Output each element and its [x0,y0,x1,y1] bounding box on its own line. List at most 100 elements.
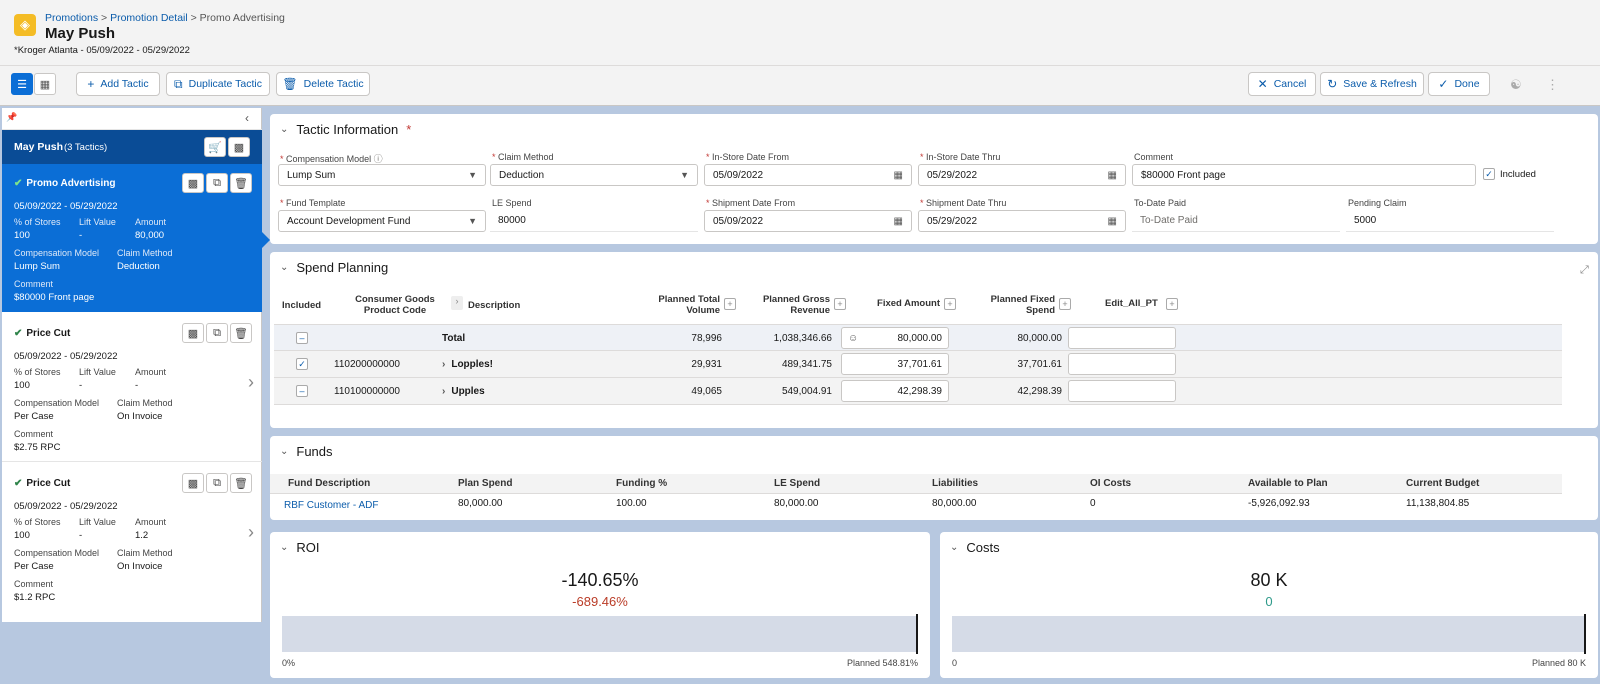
copy-icon[interactable]: ⧉ [206,473,228,493]
chevron-right-icon[interactable]: › [442,359,446,370]
funds-header[interactable]: ⌄ Funds [280,444,333,459]
fixed-amount-cell[interactable]: 37,701.61 [841,353,949,375]
chevron-right-icon[interactable]: › [248,522,254,542]
row-checkbox[interactable]: – [296,332,308,344]
chart-icon[interactable]: ▩ [182,473,204,493]
list-view-toggle[interactable]: ☰ [11,73,33,95]
spend-planning-header[interactable]: ⌄ Spend Planning [280,260,388,275]
section-title: Costs [966,540,1000,555]
cart-icon[interactable]: 🛒 [204,137,226,157]
add-column-icon[interactable]: + [834,298,846,310]
trash-icon[interactable]: 🗑 [230,473,252,493]
fixed-amount-cell[interactable]: ☺ 80,000.00 [841,327,949,349]
tactic-information-header[interactable]: ⌄ Tactic Information * [280,122,411,137]
copy-icon[interactable]: ⧉ [206,323,228,343]
todate-paid-input[interactable]: To-Date Paid [1132,210,1340,232]
stores-value: 100 [14,230,30,241]
copy-icon[interactable]: ⧉ [206,173,228,193]
trash-icon[interactable]: 🗑 [230,323,252,343]
row-fixed-spend: 42,298.39 [1017,386,1063,397]
spend-planning-section: ⌄ Spend Planning ⤢ Included Consumer Good… [270,252,1598,428]
fixed-amount-cell[interactable]: 42,298.39 [841,380,949,402]
delete-tactic-button[interactable]: 🗑 Delete Tactic [276,72,370,96]
add-column-icon[interactable]: + [1166,298,1178,310]
row-checkbox[interactable]: – [296,385,308,397]
chevron-right-icon[interactable]: › [442,386,446,397]
lift-value: - [79,530,83,541]
fund-template-label: Fund Template [286,198,346,208]
costs-header[interactable]: ⌄ Costs [950,540,1000,555]
calendar-icon[interactable]: ▦ [893,169,903,181]
breadcrumb-promotion-detail[interactable]: Promotion Detail [110,12,188,24]
info-icon[interactable]: ⓘ [373,154,383,164]
add-column-icon[interactable]: + [944,298,956,310]
promotion-name: May Push [14,141,64,153]
save-refresh-button[interactable]: ↻ Save & Refresh [1320,72,1424,96]
trash-icon[interactable]: 🗑 [230,173,252,193]
included-checkbox[interactable]: ✓ [1483,168,1495,180]
add-column-icon[interactable]: + [724,298,736,310]
chart-bars-icon[interactable]: ▩ [228,137,250,157]
comment-input[interactable]: $80000 Front page [1132,164,1476,186]
chart-icon[interactable]: ▩ [182,173,204,193]
col-product-code-line2: Product Code [363,305,427,316]
more-options-icon[interactable]: ⋮ [1546,77,1559,92]
chevron-right-icon[interactable]: › [248,372,254,392]
claim-value: Deduction [117,261,160,272]
instore-from-input[interactable]: 05/09/2022 ▦ [704,164,912,186]
comp-value: Lump Sum [14,261,60,272]
fixed-amount-value: 80,000.00 [897,332,943,344]
pending-claim-input[interactable]: 5000 [1346,210,1554,232]
add-tactic-button[interactable]: + Add Tactic [76,72,160,96]
done-button[interactable]: ✓ Done [1428,72,1490,96]
costs-section: ⌄ Costs 80 K 0 0 Planned 80 K [940,532,1598,678]
expand-icon[interactable]: ⤢ [1580,264,1589,276]
add-column-icon[interactable]: + [1059,298,1071,310]
expand-column-icon[interactable]: › [451,296,463,310]
roi-planned-label: Planned 548.81% [846,658,918,668]
chevron-down-icon: ⌄ [950,542,959,553]
check-circle-icon: ✔ [14,178,23,189]
instore-thru-input[interactable]: 05/29/2022 ▦ [918,164,1126,186]
chart-icon[interactable]: ▩ [182,323,204,343]
col-edit-all: Edit_All_PT [1105,298,1158,309]
claim-value: On Invoice [117,411,163,422]
tactic-information-section: ⌄ Tactic Information * * Compensation Mode… [270,114,1598,244]
roi-section: ⌄ ROI -140.65% -689.46% 0% Planned 548.81… [270,532,930,678]
tactic-name: Promo Advertising [26,178,116,189]
edit-all-cell[interactable] [1068,327,1176,349]
edit-all-cell[interactable] [1068,353,1176,375]
fund-template-select[interactable]: Account Development Fund ▼ [278,210,486,232]
handshake-icon[interactable]: ☯ [1510,77,1522,92]
pin-icon[interactable]: 📌 [6,112,18,122]
collapse-icon[interactable]: ‹ [245,111,249,125]
page-title: May Push [45,25,116,42]
ship-from-input[interactable]: 05/09/2022 ▦ [704,210,912,232]
calendar-icon[interactable]: ▦ [1107,169,1117,181]
col-liabilities: Liabilities [932,478,979,489]
breadcrumb-promotions[interactable]: Promotions [45,12,99,24]
copy-icon: ⧉ [174,76,183,91]
roi-header[interactable]: ⌄ ROI [280,540,320,555]
fund-link[interactable]: RBF Customer - ADF [284,500,379,511]
section-title: Spend Planning [296,260,389,275]
tactic-card[interactable]: ✔ Price Cut ▩ ⧉ 🗑 05/09/2022 - 05/29/2022… [2,464,262,612]
ship-thru-input[interactable]: 05/29/2022 ▦ [918,210,1126,232]
duplicate-tactic-button[interactable]: ⧉ Duplicate Tactic [166,72,270,96]
comp-model-select[interactable]: Lump Sum ▼ [278,164,486,186]
tactic-card[interactable]: ✔ Price Cut ▩ ⧉ 🗑 05/09/2022 - 05/29/2022… [2,314,262,462]
roi-value: -140.65% [561,570,639,590]
edit-all-cell[interactable] [1068,380,1176,402]
claim-method-select[interactable]: Deduction ▼ [490,164,698,186]
le-spend-input[interactable]: 80000 [490,210,698,232]
row-checkbox[interactable]: ✓ [296,358,308,370]
grid-view-toggle[interactable]: ▦ [34,73,56,95]
comp-value: Per Case [14,411,54,422]
cancel-button[interactable]: ✕ Cancel [1248,72,1316,96]
col-plan-spend: Plan Spend [458,478,513,489]
calendar-icon[interactable]: ▦ [1107,215,1117,227]
calendar-icon[interactable]: ▦ [893,215,903,227]
tactics-panel-header: May Push (3 Tactics) 🛒 ▩ [2,130,262,164]
tactic-card[interactable]: ✔ Promo Advertising ▩ ⧉ 🗑 05/09/2022 - 05… [2,164,262,312]
comment-value: $80000 Front page [1141,169,1226,181]
